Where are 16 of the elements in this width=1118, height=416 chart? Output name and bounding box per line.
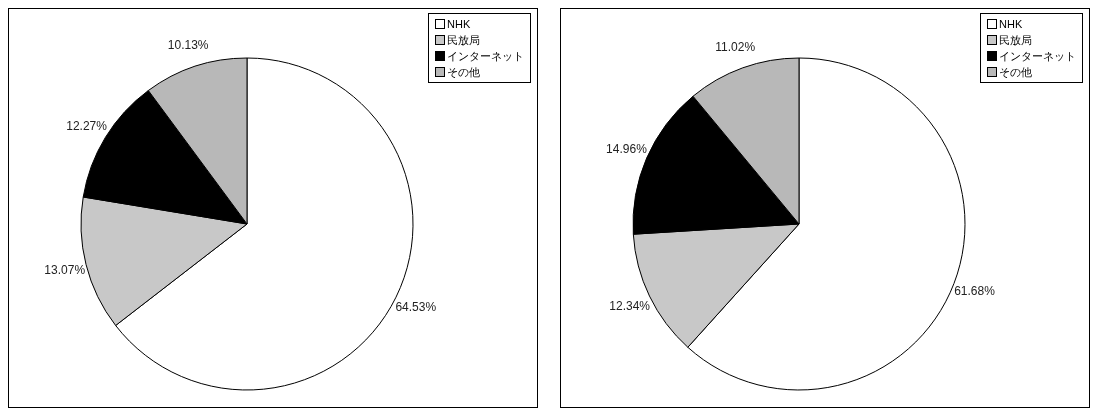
legend-label: その他 xyxy=(447,65,480,80)
legend-label: NHK xyxy=(447,17,471,32)
legend-label: その他 xyxy=(999,65,1032,80)
data-label: 14.96% xyxy=(606,142,648,157)
data-label: 13.07% xyxy=(44,263,86,278)
legend-label: インターネット xyxy=(999,49,1076,64)
data-label: 61.68% xyxy=(954,284,996,299)
data-label: 12.27% xyxy=(66,118,108,133)
data-label: 11.02% xyxy=(715,40,756,55)
legend-label: NHK xyxy=(999,17,1023,32)
legend-label: 民放局 xyxy=(999,33,1032,48)
data-label: 12.34% xyxy=(609,298,651,313)
data-label: 10.13% xyxy=(167,38,209,53)
legend-label: 民放局 xyxy=(447,33,480,48)
legend-label: インターネット xyxy=(447,49,524,64)
data-label: 64.53% xyxy=(395,299,437,314)
